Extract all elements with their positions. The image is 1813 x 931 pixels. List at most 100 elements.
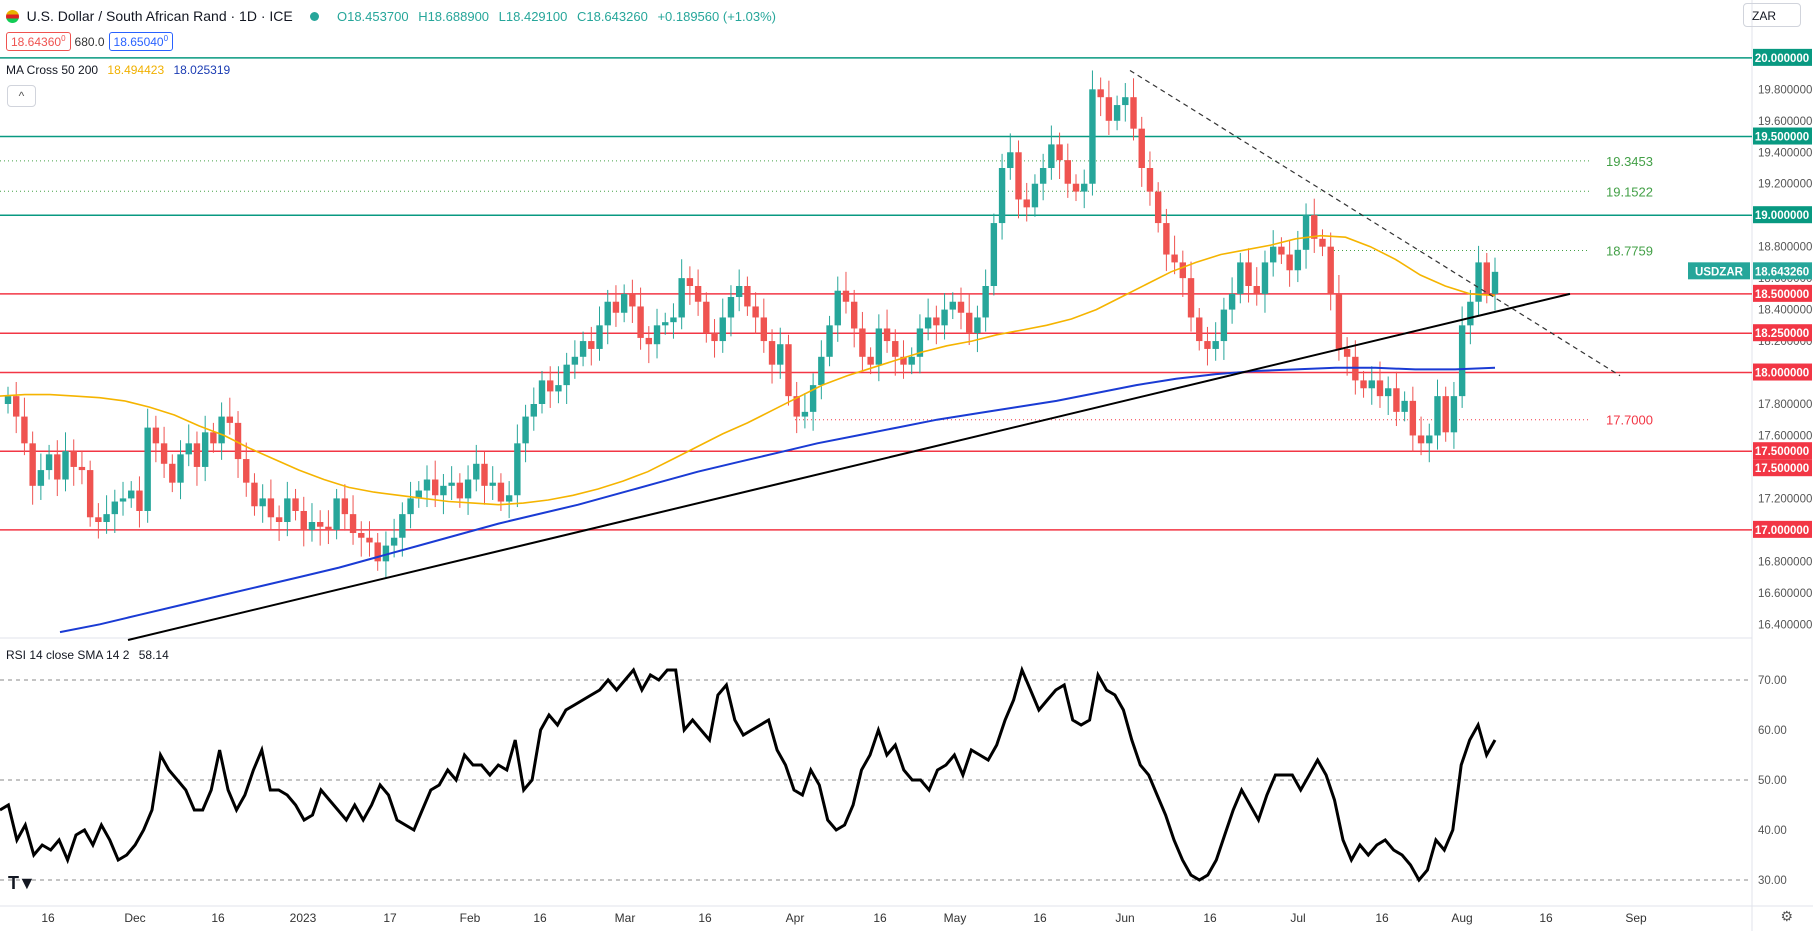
candle-body (1261, 262, 1269, 294)
candle-body (1048, 144, 1055, 168)
candle-body (579, 341, 587, 357)
price-tag-bg (1753, 442, 1812, 460)
candle-body (432, 479, 439, 496)
buy-button[interactable]: 18.650400 (108, 32, 174, 51)
candle-body (308, 522, 316, 530)
candle-body (768, 341, 776, 365)
candle-body (489, 482, 496, 486)
candle-body (1327, 246, 1334, 294)
candle-body (514, 443, 521, 496)
price-tick: 16.800000 (1758, 556, 1812, 568)
price-tag-bg (1753, 48, 1812, 66)
candle-body (185, 443, 192, 455)
candle-body (111, 501, 119, 515)
sell-button[interactable]: 18.643600 (6, 32, 71, 51)
price-tag-bg (1753, 284, 1812, 302)
gear-icon[interactable]: ⚙ (1780, 908, 1793, 924)
candle-body (1196, 317, 1203, 342)
candle-body (1056, 144, 1063, 161)
dotted-level-label: 17.7000 (1606, 413, 1653, 428)
candle-body (4, 396, 12, 404)
price-tag-bg (1753, 363, 1812, 381)
candle-body (1220, 309, 1228, 342)
time-tick: Mar (615, 911, 636, 925)
candle-body (1228, 293, 1236, 310)
candle-body (719, 317, 726, 342)
price-tick: 19.200000 (1758, 179, 1812, 191)
candle-body (1138, 128, 1145, 168)
candle-body (1311, 215, 1318, 239)
time-tick: Jun (1115, 911, 1134, 925)
currency-selector[interactable]: ZAR (1743, 3, 1801, 27)
candle-body (1212, 341, 1219, 349)
price-tag-bg (1753, 459, 1812, 477)
time-tick: 16 (873, 911, 887, 925)
candle-body (629, 293, 636, 307)
candle-body (834, 290, 841, 326)
candle-body (440, 485, 447, 496)
candle-body (1376, 380, 1384, 397)
price-tick: 16.600000 (1758, 588, 1812, 600)
time-tick: Aug (1451, 911, 1472, 925)
candle-body (1417, 435, 1425, 444)
price-buttons: 18.643600 680.0 18.650400 (6, 32, 174, 51)
candle-body (949, 301, 956, 310)
candle-body (1286, 254, 1293, 271)
candle-body (267, 498, 275, 518)
candle-body (1130, 97, 1137, 129)
time-tick: Feb (460, 911, 481, 925)
candle-body (1089, 89, 1096, 184)
candle-body (990, 223, 998, 286)
candle-body (875, 328, 883, 365)
support-trendline (127, 292, 1571, 641)
candle-body (152, 427, 160, 444)
market-status-icon (310, 12, 320, 21)
currency-label: ZAR (1752, 9, 1776, 23)
candle-body (169, 463, 176, 483)
ma-cross-legend[interactable]: MA Cross 50 200 18.494423 18.025319 (6, 63, 230, 77)
price-tick: 18.800000 (1758, 242, 1812, 254)
resistance-trendline (1129, 69, 1621, 377)
candle-body (78, 466, 86, 471)
price-tick: 17.800000 (1758, 399, 1812, 411)
last-price-tag: 18.643260 (1755, 266, 1809, 278)
candle-body (867, 356, 874, 365)
candle-body (1171, 254, 1178, 263)
symbol-header: U.S. Dollar / South African Rand · 1D · … (6, 8, 776, 24)
candle-body (103, 514, 110, 522)
symbol-tag: USDZAR (1695, 266, 1744, 278)
candle-body (292, 498, 299, 511)
time-tick: 16 (1033, 911, 1047, 925)
candle-body (1179, 262, 1187, 279)
time-tick: 16 (698, 911, 712, 925)
buy-price: 18.65040 (113, 35, 164, 49)
symbol-title[interactable]: U.S. Dollar / South African Rand · 1D · … (26, 8, 293, 24)
candle-body (1467, 301, 1474, 326)
candle-body (21, 416, 28, 444)
candle-body (1039, 168, 1047, 184)
time-tick: 17 (383, 911, 397, 925)
candle-body (160, 443, 168, 464)
price-tag: 18.000000 (1755, 368, 1809, 380)
currency-flag-icon (6, 10, 19, 23)
candle-body (1097, 89, 1104, 98)
candle-body (694, 286, 702, 302)
candle-body (974, 317, 981, 334)
rsi-legend[interactable]: RSI 14 close SMA 14 2 58.14 (6, 648, 169, 662)
candle-body (448, 482, 455, 486)
candle-body (842, 290, 850, 302)
candle-body (1245, 262, 1252, 286)
candle-body (1409, 400, 1417, 436)
candle-body (1146, 168, 1154, 192)
candle-body (760, 317, 768, 342)
collapse-legend-button[interactable]: ^ (7, 85, 36, 107)
candle-body (341, 498, 349, 515)
candle-body (1072, 183, 1080, 192)
candle-body (1343, 348, 1351, 357)
candle-body (1458, 325, 1466, 397)
candle-body (957, 301, 965, 313)
time-tick: 16 (1539, 911, 1553, 925)
candle-body (1237, 262, 1244, 294)
candle-body (530, 404, 537, 417)
